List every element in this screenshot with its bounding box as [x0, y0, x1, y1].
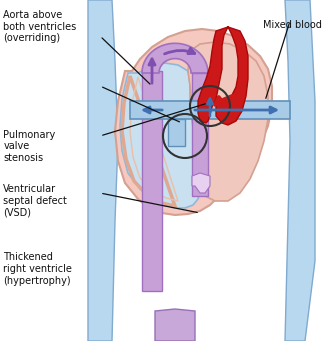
- Polygon shape: [285, 0, 315, 341]
- Text: Thickened
right ventricle
(hypertrophy): Thickened right ventricle (hypertrophy): [3, 252, 72, 285]
- Text: Aorta above
both ventricles
(overriding): Aorta above both ventricles (overriding): [3, 10, 76, 43]
- Text: Ventricular
septal defect
(VSD): Ventricular septal defect (VSD): [3, 184, 67, 217]
- Polygon shape: [142, 71, 162, 291]
- Polygon shape: [88, 0, 118, 341]
- Polygon shape: [155, 309, 195, 341]
- Polygon shape: [168, 119, 185, 146]
- Text: Mixed blood: Mixed blood: [263, 20, 322, 30]
- Text: Pulmonary
valve
stenosis: Pulmonary valve stenosis: [3, 130, 56, 163]
- Polygon shape: [142, 43, 208, 73]
- Polygon shape: [192, 173, 210, 193]
- Polygon shape: [198, 27, 248, 125]
- Polygon shape: [115, 29, 272, 215]
- Polygon shape: [120, 63, 200, 208]
- Polygon shape: [188, 42, 268, 201]
- Polygon shape: [130, 101, 290, 119]
- Polygon shape: [192, 73, 208, 196]
